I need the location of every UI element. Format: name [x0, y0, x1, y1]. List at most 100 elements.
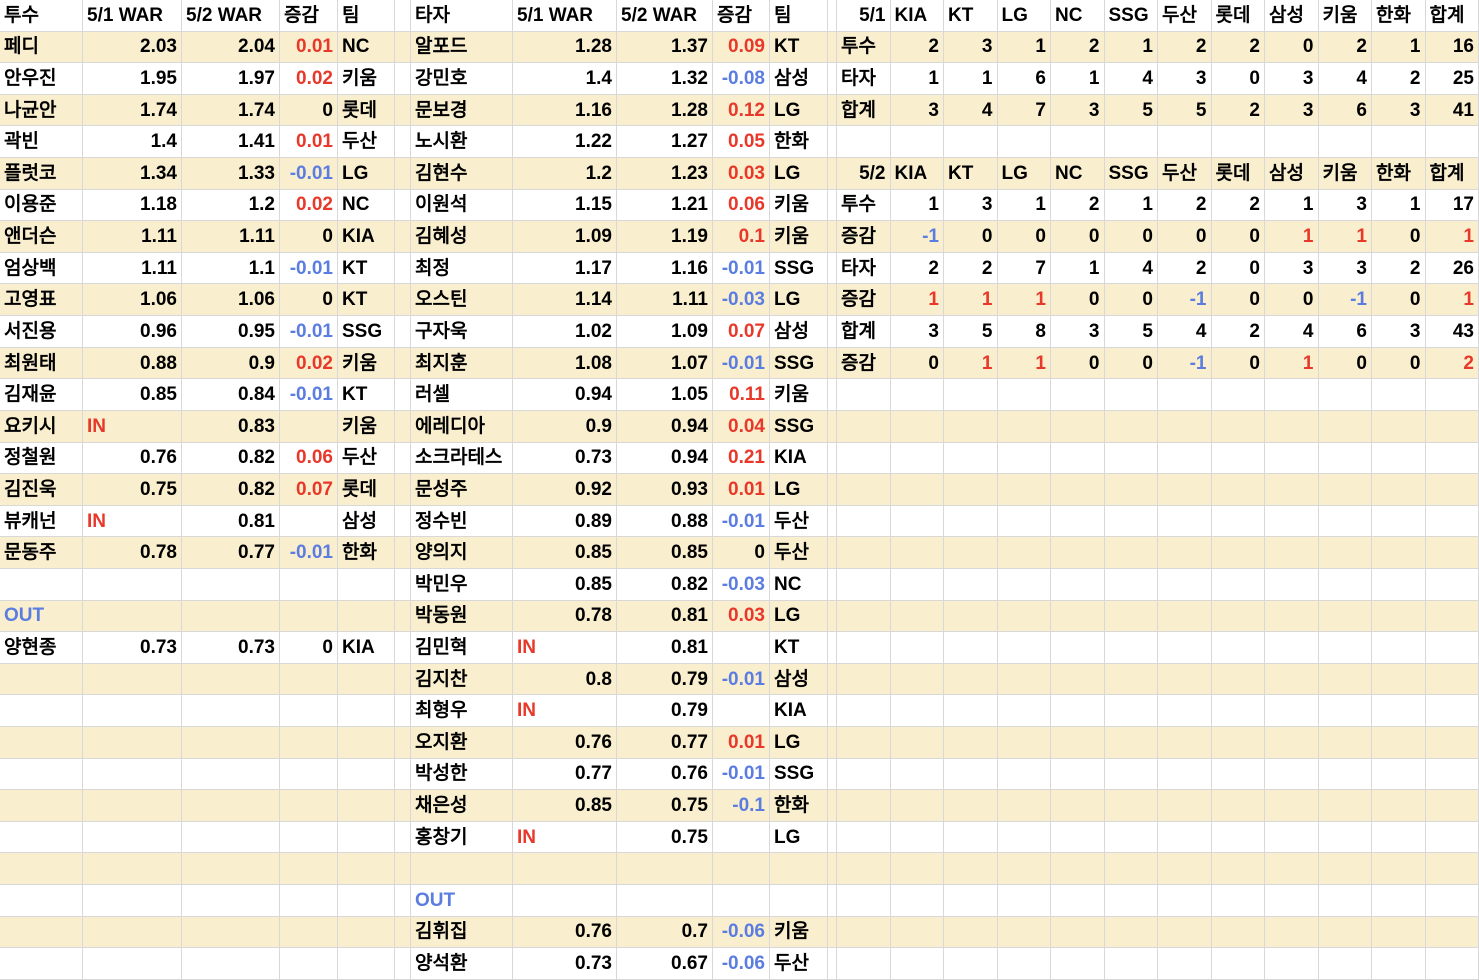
empty-cell[interactable]: [1425, 948, 1479, 980]
empty-cell[interactable]: [1425, 758, 1479, 791]
empty-cell[interactable]: [1318, 537, 1372, 569]
summary-diff-cell[interactable]: 0: [944, 221, 998, 253]
empty-cell[interactable]: [1318, 821, 1372, 854]
empty-cell[interactable]: [0, 663, 83, 696]
empty-cell[interactable]: [395, 31, 411, 64]
summary-value-cell[interactable]: 3: [890, 316, 944, 348]
summary-value-cell[interactable]: 16: [1425, 31, 1479, 64]
summary-team-header-cell[interactable]: 합계: [1425, 0, 1479, 32]
empty-cell[interactable]: [1104, 568, 1158, 601]
empty-cell[interactable]: [828, 821, 837, 854]
war-value-cell[interactable]: 1.05: [617, 379, 713, 411]
war-value-cell[interactable]: 0.76: [513, 916, 617, 949]
war-value-cell[interactable]: 0.82: [617, 568, 713, 601]
summary-team-header-cell[interactable]: NC: [1051, 158, 1105, 190]
empty-cell[interactable]: [828, 632, 837, 664]
empty-cell[interactable]: [83, 727, 182, 759]
empty-cell[interactable]: [1211, 410, 1265, 443]
summary-row-label-cell[interactable]: 투수: [837, 189, 891, 222]
war-value-cell[interactable]: 0.88: [617, 505, 713, 538]
war-diff-cell[interactable]: 0.03: [713, 600, 770, 633]
war-value-cell[interactable]: 0.92: [513, 474, 617, 506]
war-diff-cell[interactable]: -0.01: [713, 505, 770, 538]
empty-cell[interactable]: [1265, 379, 1319, 411]
summary-team-header-cell[interactable]: 두산: [1158, 0, 1212, 32]
empty-cell[interactable]: [1425, 885, 1479, 917]
empty-cell[interactable]: [1104, 410, 1158, 443]
empty-cell[interactable]: [944, 821, 998, 854]
empty-cell[interactable]: [1425, 821, 1479, 854]
empty-cell[interactable]: [617, 885, 713, 917]
empty-cell[interactable]: [1318, 663, 1372, 696]
summary-diff-cell[interactable]: 0: [1211, 221, 1265, 253]
summary-diff-cell[interactable]: 1: [1425, 221, 1479, 253]
empty-cell[interactable]: [1051, 474, 1105, 506]
war-value-cell[interactable]: 1.22: [513, 126, 617, 159]
empty-cell[interactable]: [83, 853, 182, 886]
empty-cell[interactable]: [837, 821, 891, 854]
summary-diff-cell[interactable]: -1: [1318, 284, 1372, 317]
empty-cell[interactable]: [83, 916, 182, 949]
team-cell[interactable]: LG: [770, 821, 828, 854]
summary-team-header-cell[interactable]: 키움: [1318, 158, 1372, 190]
summary-value-cell[interactable]: 1: [997, 31, 1051, 64]
empty-cell[interactable]: [1211, 885, 1265, 917]
empty-cell[interactable]: [837, 758, 891, 791]
war-value-cell[interactable]: 0.79: [617, 663, 713, 696]
summary-value-cell[interactable]: 0: [1211, 252, 1265, 285]
empty-cell[interactable]: [1265, 126, 1319, 159]
empty-cell[interactable]: [828, 410, 837, 443]
empty-cell[interactable]: [828, 474, 837, 506]
war-value-cell[interactable]: 0.81: [617, 632, 713, 664]
empty-cell[interactable]: [280, 885, 338, 917]
empty-cell[interactable]: [1318, 410, 1372, 443]
empty-cell[interactable]: [837, 568, 891, 601]
empty-cell[interactable]: [395, 948, 411, 980]
war-diff-cell[interactable]: -0.01: [280, 158, 338, 190]
summary-value-cell[interactable]: 3: [1318, 189, 1372, 222]
summary-value-cell[interactable]: 1: [1372, 189, 1426, 222]
team-cell[interactable]: SSG: [770, 410, 828, 443]
team-cell[interactable]: 롯데: [338, 474, 395, 506]
empty-cell[interactable]: [1104, 790, 1158, 822]
empty-cell[interactable]: [944, 758, 998, 791]
empty-cell[interactable]: [1104, 442, 1158, 475]
war-value-cell[interactable]: 0.84: [182, 379, 280, 411]
summary-team-header-cell[interactable]: 한화: [1372, 0, 1426, 32]
empty-cell[interactable]: [1104, 600, 1158, 633]
summary-team-header-cell[interactable]: NC: [1051, 0, 1105, 32]
war-value-cell[interactable]: 0.77: [513, 758, 617, 791]
empty-cell[interactable]: [890, 632, 944, 664]
player-name-cell[interactable]: 문보경: [411, 94, 513, 127]
player-name-cell[interactable]: 구자욱: [411, 316, 513, 348]
empty-cell[interactable]: [890, 442, 944, 475]
summary-value-cell[interactable]: 6: [1318, 94, 1372, 127]
empty-cell[interactable]: [1372, 126, 1426, 159]
summary-diff-cell[interactable]: 0: [1158, 221, 1212, 253]
empty-cell[interactable]: [770, 853, 828, 886]
player-name-cell[interactable]: 요키시: [0, 410, 83, 443]
empty-cell[interactable]: [1372, 727, 1426, 759]
player-name-cell[interactable]: 나균안: [0, 94, 83, 127]
player-name-cell[interactable]: 정철원: [0, 442, 83, 475]
empty-cell[interactable]: [513, 885, 617, 917]
war-value-cell[interactable]: 1.06: [83, 284, 182, 317]
war-value-cell[interactable]: 1.11: [83, 221, 182, 253]
player-name-cell[interactable]: 노시환: [411, 126, 513, 159]
war-value-cell[interactable]: 0.78: [513, 600, 617, 633]
war-diff-cell[interactable]: 0.12: [713, 94, 770, 127]
war-value-cell[interactable]: 0.67: [617, 948, 713, 980]
player-name-cell[interactable]: 문동주: [0, 537, 83, 569]
team-cell[interactable]: 두산: [338, 126, 395, 159]
war-diff-cell[interactable]: 0.02: [280, 63, 338, 95]
summary-value-cell[interactable]: 25: [1425, 63, 1479, 95]
summary-value-cell[interactable]: 2: [1211, 316, 1265, 348]
empty-cell[interactable]: [1104, 821, 1158, 854]
war-value-cell[interactable]: 1.97: [182, 63, 280, 95]
empty-cell[interactable]: [1265, 821, 1319, 854]
empty-cell[interactable]: [837, 695, 891, 728]
empty-cell[interactable]: [1318, 916, 1372, 949]
war-value-cell[interactable]: 0.82: [182, 474, 280, 506]
team-cell[interactable]: KT: [338, 379, 395, 411]
empty-cell[interactable]: [1211, 600, 1265, 633]
